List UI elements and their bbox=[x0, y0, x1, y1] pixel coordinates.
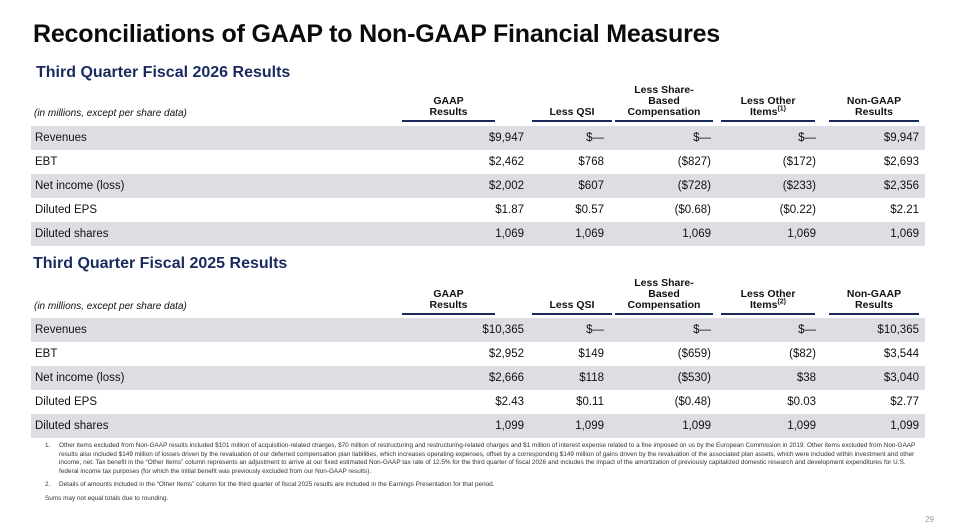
col-less-qsi: Less QSI bbox=[532, 300, 612, 315]
unit-note: (in millions, except per share data) bbox=[34, 108, 187, 119]
cell: $2.43 bbox=[495, 396, 524, 408]
cell: $— bbox=[798, 324, 816, 336]
cell: $149 bbox=[578, 348, 604, 360]
col-gaap-results: GAAP Results bbox=[402, 96, 495, 122]
cell: $2.21 bbox=[890, 204, 919, 216]
col-gaap-results: GAAP Results bbox=[402, 289, 495, 315]
row-label: Diluted shares bbox=[35, 420, 109, 432]
cell: 1,099 bbox=[682, 420, 711, 432]
cell: $9,947 bbox=[488, 132, 524, 144]
cell: $2,002 bbox=[488, 180, 524, 192]
cell: ($0.22) bbox=[779, 204, 816, 216]
cell: $118 bbox=[579, 372, 604, 384]
row-label: Revenues bbox=[35, 132, 87, 144]
table-row: Diluted shares 1,099 1,099 1,099 1,099 1… bbox=[31, 414, 925, 438]
cell: $0.57 bbox=[575, 204, 604, 216]
cell: 1,069 bbox=[575, 228, 604, 240]
col-non-gaap-results: Non-GAAP Results bbox=[829, 289, 919, 315]
table-row: EBT $2,952 $149 ($659) ($82) $3,544 bbox=[31, 342, 925, 366]
cell: $3,544 bbox=[883, 348, 919, 360]
cell: $768 bbox=[578, 156, 604, 168]
col-less-sbc: Less Share- Based Compensation bbox=[615, 85, 713, 122]
cell: ($233) bbox=[782, 180, 816, 192]
cell: 1,069 bbox=[890, 228, 919, 240]
cell: $10,365 bbox=[482, 324, 524, 336]
row-label: EBT bbox=[35, 348, 58, 360]
cell: 1,099 bbox=[787, 420, 816, 432]
row-label: Diluted EPS bbox=[35, 396, 98, 408]
row-label: EBT bbox=[35, 156, 58, 168]
table-header: (in millions, except per share data) GAA… bbox=[31, 273, 925, 315]
cell: $2,952 bbox=[488, 348, 524, 360]
row-label: Diluted shares bbox=[35, 228, 109, 240]
rounding-note: Sums may not equal totals due to roundin… bbox=[45, 494, 169, 502]
table-row: EBT $2,462 $768 ($827) ($172) $2,693 bbox=[31, 150, 925, 174]
cell: $607 bbox=[578, 180, 604, 192]
cell: $0.11 bbox=[576, 396, 604, 408]
cell: ($659) bbox=[677, 348, 711, 360]
cell: ($728) bbox=[677, 180, 711, 192]
table-row: Revenues $10,365 $— $— $— $10,365 bbox=[31, 318, 925, 342]
cell: $3,040 bbox=[883, 372, 919, 384]
cell: $9,947 bbox=[883, 132, 919, 144]
reconciliation-table-fy2025: (in millions, except per share data) GAA… bbox=[31, 273, 925, 438]
table-row: Diluted shares 1,069 1,069 1,069 1,069 1… bbox=[31, 222, 925, 246]
cell: 1,099 bbox=[495, 420, 524, 432]
cell: $— bbox=[586, 324, 604, 336]
col-less-other-items: Less Other Items(2) bbox=[721, 289, 815, 315]
row-label: Diluted EPS bbox=[35, 204, 98, 216]
row-label: Net income (loss) bbox=[35, 180, 125, 192]
col-non-gaap-results: Non-GAAP Results bbox=[829, 96, 919, 122]
table-row: Net income (loss) $2,666 $118 ($530) $38… bbox=[31, 366, 925, 390]
cell: $2.77 bbox=[890, 396, 919, 408]
row-label: Revenues bbox=[35, 324, 87, 336]
col-less-qsi: Less QSI bbox=[532, 107, 612, 122]
footnote-ref: (2) bbox=[777, 298, 786, 306]
cell: ($82) bbox=[789, 348, 816, 360]
cell: ($827) bbox=[677, 156, 711, 168]
cell: $— bbox=[798, 132, 816, 144]
col-less-other-items: Less Other Items(1) bbox=[721, 96, 815, 122]
page-title: Reconciliations of GAAP to Non-GAAP Fina… bbox=[33, 20, 721, 48]
cell: 1,099 bbox=[890, 420, 919, 432]
section-title-fy2025: Third Quarter Fiscal 2025 Results bbox=[33, 255, 288, 272]
table-row: Diluted EPS $1.87 $0.57 ($0.68) ($0.22) … bbox=[31, 198, 925, 222]
col-less-sbc: Less Share- Based Compensation bbox=[615, 278, 713, 315]
footnote-ref: (1) bbox=[777, 105, 786, 113]
cell: ($530) bbox=[677, 372, 711, 384]
cell: $2,693 bbox=[883, 156, 919, 168]
cell: $— bbox=[693, 132, 711, 144]
cell: $1.87 bbox=[495, 204, 524, 216]
table-header: (in millions, except per share data) GAA… bbox=[31, 80, 925, 122]
cell: $2,462 bbox=[488, 156, 524, 168]
page-number: 29 bbox=[925, 515, 934, 524]
footnote-2: 2. Details of amounts included in the “O… bbox=[45, 481, 495, 489]
cell: 1,099 bbox=[575, 420, 604, 432]
cell: ($0.68) bbox=[674, 204, 711, 216]
cell: $— bbox=[693, 324, 711, 336]
row-label: Net income (loss) bbox=[35, 372, 125, 384]
cell: $0.03 bbox=[787, 396, 816, 408]
reconciliation-table-fy2026: (in millions, except per share data) GAA… bbox=[31, 80, 925, 246]
table-row: Diluted EPS $2.43 $0.11 ($0.48) $0.03 $2… bbox=[31, 390, 925, 414]
cell: 1,069 bbox=[682, 228, 711, 240]
footnotes: 1. Other items excluded from Non-GAAP re… bbox=[45, 442, 925, 504]
cell: $— bbox=[586, 132, 604, 144]
section-title-fy2026: Third Quarter Fiscal 2026 Results bbox=[36, 64, 291, 81]
cell: 1,069 bbox=[787, 228, 816, 240]
cell: $2,666 bbox=[488, 372, 524, 384]
table-row: Revenues $9,947 $— $— $— $9,947 bbox=[31, 126, 925, 150]
cell: $38 bbox=[796, 372, 816, 384]
unit-note: (in millions, except per share data) bbox=[34, 301, 187, 312]
cell: $10,365 bbox=[877, 324, 919, 336]
cell: $2,356 bbox=[883, 180, 919, 192]
cell: ($172) bbox=[782, 156, 816, 168]
table-row: Net income (loss) $2,002 $607 ($728) ($2… bbox=[31, 174, 925, 198]
cell: ($0.48) bbox=[674, 396, 711, 408]
cell: 1,069 bbox=[495, 228, 524, 240]
footnote-1: 1. Other items excluded from Non-GAAP re… bbox=[45, 442, 916, 475]
